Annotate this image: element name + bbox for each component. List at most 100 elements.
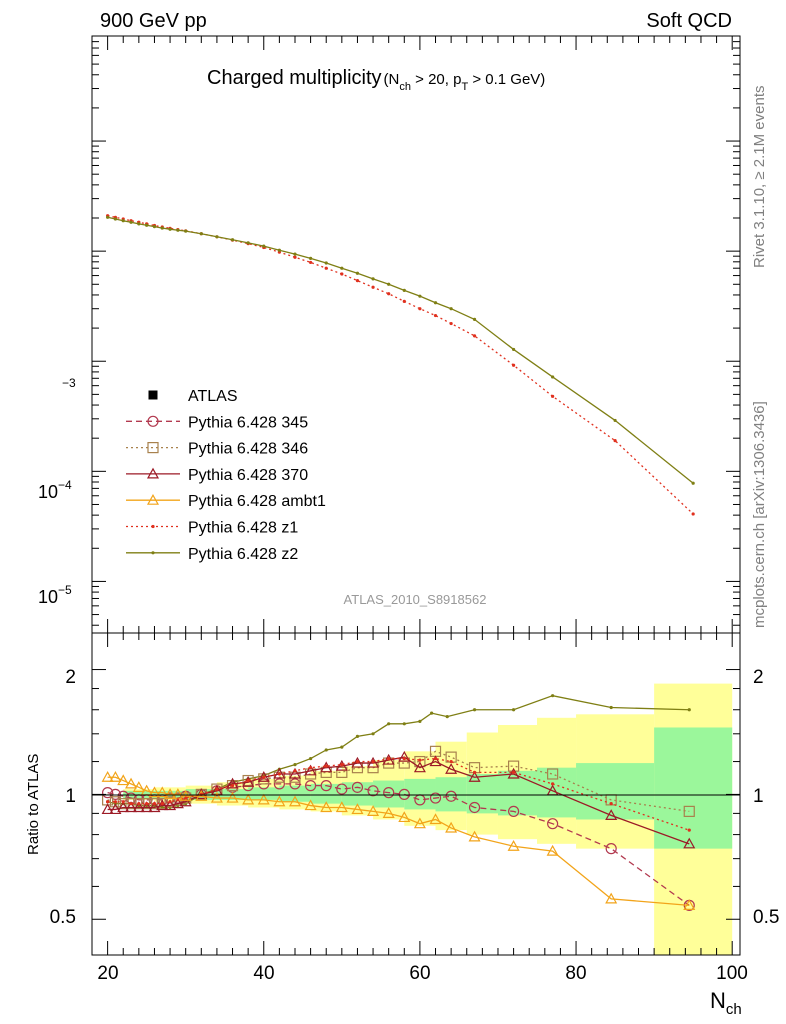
data-point	[246, 778, 250, 783]
data-point	[148, 801, 161, 813]
y-tick-label-e4: 10−4	[38, 478, 72, 502]
ratio-tick-label-2: 2	[65, 667, 76, 688]
data-point	[691, 481, 695, 485]
ratio-plot-series	[101, 694, 696, 911]
data-point	[402, 756, 406, 761]
legend-label: Pythia 6.428 346	[188, 441, 308, 458]
data-point	[340, 272, 344, 276]
ratio-tick-label-0.5: 0.5	[50, 907, 76, 928]
data-point	[113, 217, 118, 221]
series-line	[107, 750, 690, 813]
data-point	[445, 821, 458, 833]
data-point	[226, 777, 239, 789]
data-point	[273, 767, 286, 779]
data-point	[472, 334, 477, 338]
data-point	[387, 756, 391, 761]
data-point	[507, 839, 520, 851]
data-point	[609, 802, 613, 806]
data-point	[106, 800, 110, 804]
data-point	[125, 798, 137, 810]
data-point	[340, 266, 344, 270]
data-point	[609, 705, 613, 710]
ratio-tick-label-1-right: 1	[753, 786, 764, 807]
data-point	[168, 227, 172, 231]
data-point	[605, 843, 617, 855]
data-point	[449, 307, 453, 311]
data-point	[164, 799, 177, 811]
data-point	[324, 261, 328, 265]
ratio-tick-label-0.5-right: 0.5	[753, 907, 779, 928]
data-point	[293, 252, 297, 256]
data-point	[273, 778, 285, 790]
data-point	[125, 801, 138, 813]
data-point	[277, 772, 281, 776]
data-point	[146, 467, 160, 479]
band-stat-bin	[310, 783, 342, 804]
data-point	[355, 279, 360, 283]
data-point	[289, 778, 301, 790]
data-point	[184, 229, 188, 233]
data-point	[141, 798, 153, 810]
data-point	[210, 791, 223, 803]
data-point	[226, 791, 239, 803]
data-point	[320, 801, 333, 813]
legend-label: Pythia 6.428 370	[188, 467, 308, 484]
data-point	[117, 774, 130, 786]
data-point	[324, 748, 328, 752]
band-stat-bin	[248, 787, 280, 800]
data-point	[117, 801, 130, 813]
data-point	[145, 223, 149, 227]
data-point	[507, 805, 520, 817]
data-point	[164, 796, 176, 808]
data-point	[176, 228, 180, 232]
data-point	[147, 415, 159, 427]
data-point	[164, 788, 177, 800]
data-point	[387, 722, 391, 726]
data-point	[418, 719, 422, 723]
data-point	[355, 271, 360, 275]
data-point	[293, 769, 297, 773]
data-point	[402, 288, 406, 292]
data-point	[102, 787, 114, 799]
legend-item: Pythia 6.428 z2	[126, 546, 298, 563]
data-point	[433, 301, 438, 305]
data-point	[121, 219, 125, 223]
data-point	[402, 299, 406, 303]
data-point	[148, 798, 161, 810]
header-right: Soft QCD	[646, 10, 732, 32]
data-point	[398, 750, 411, 762]
data-point	[683, 805, 695, 817]
x-tick-label-40: 40	[253, 963, 274, 984]
data-point	[151, 551, 155, 555]
data-point	[433, 756, 438, 761]
data-point	[367, 756, 380, 768]
data-point	[351, 781, 364, 793]
data-point	[195, 788, 208, 800]
data-point	[262, 775, 266, 779]
legend: ATLAS Pythia 6.428 345 Pythia 6.428 346 Pyt…	[126, 388, 326, 563]
data-point	[418, 758, 422, 762]
data-point	[371, 285, 375, 289]
x-tick-label-20: 20	[97, 963, 118, 984]
data-point	[246, 241, 250, 245]
data-point	[683, 899, 696, 910]
data-point	[179, 789, 192, 801]
data-point	[199, 792, 203, 797]
data-point	[293, 255, 297, 259]
data-point	[199, 232, 203, 236]
data-point	[449, 321, 453, 326]
ratio-tick-label-2-right: 2	[753, 667, 764, 688]
data-point	[230, 784, 235, 788]
data-point	[445, 715, 449, 719]
band-stat-bin	[279, 785, 311, 802]
data-point	[320, 780, 332, 792]
data-point	[547, 818, 559, 830]
data-point	[445, 790, 457, 802]
data-point	[429, 755, 442, 767]
axis-ticks	[92, 35, 740, 955]
data-point	[125, 777, 138, 789]
data-point	[355, 759, 360, 764]
data-point	[156, 786, 169, 798]
data-point	[171, 797, 184, 809]
